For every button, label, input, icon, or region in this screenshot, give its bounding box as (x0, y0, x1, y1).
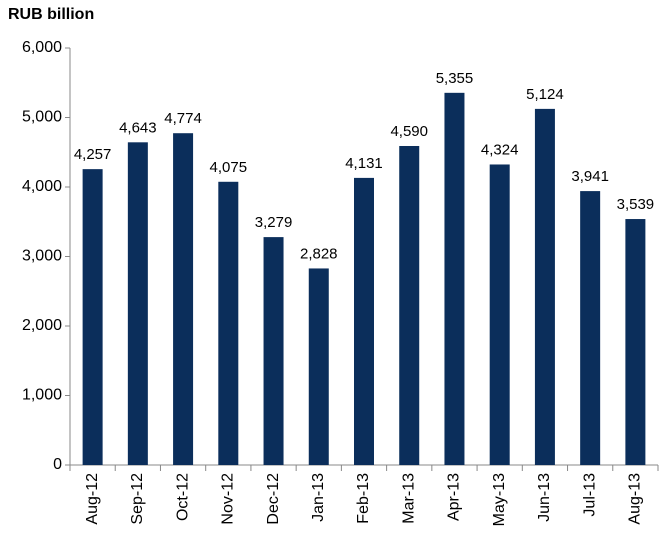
x-tick-label: Aug-13 (627, 473, 644, 525)
x-tick-label: Apr-13 (446, 473, 463, 521)
bar (173, 133, 194, 465)
bar (127, 142, 148, 465)
bar (308, 268, 329, 465)
x-tick-label: Nov-12 (220, 473, 237, 525)
x-tick-label: Sep-12 (129, 473, 146, 525)
y-tick-label: 6,000 (22, 39, 62, 56)
x-tick-label: Dec-12 (265, 473, 282, 525)
value-label: 4,774 (164, 110, 202, 127)
value-label: 5,355 (436, 70, 474, 87)
x-tick-label: Jun-13 (536, 473, 553, 522)
x-tick-label: Oct-12 (174, 473, 191, 521)
value-label: 4,075 (210, 159, 248, 176)
value-label: 5,124 (526, 86, 564, 103)
y-tick-label: 5,000 (22, 109, 62, 126)
value-label: 3,941 (571, 168, 609, 185)
bar (625, 219, 646, 465)
bar (263, 237, 284, 465)
y-tick-label: 0 (53, 456, 62, 473)
bar (82, 169, 103, 466)
chart-title: RUB billion (8, 6, 94, 23)
x-tick-label: Aug-12 (84, 473, 101, 525)
y-tick-label: 2,000 (22, 317, 62, 334)
bar (534, 108, 555, 465)
value-label: 4,324 (481, 141, 519, 158)
x-tick-label: Jan-13 (310, 473, 327, 522)
value-label: 4,643 (119, 119, 157, 136)
value-label: 4,131 (345, 155, 383, 172)
y-tick-label: 4,000 (22, 178, 62, 195)
x-tick-label: May-13 (491, 473, 508, 526)
value-label: 4,590 (390, 123, 428, 140)
x-tick-label: Jul-13 (581, 473, 598, 517)
bar (580, 191, 601, 465)
value-label: 2,828 (300, 245, 338, 262)
value-label: 4,257 (74, 146, 112, 163)
y-tick-label: 3,000 (22, 248, 62, 265)
bar (218, 181, 239, 465)
bar (444, 92, 465, 465)
y-tick-label: 1,000 (22, 387, 62, 404)
x-tick-label: Mar-13 (400, 473, 417, 524)
bar (354, 177, 374, 465)
value-label: 3,279 (255, 214, 293, 231)
bar (399, 145, 420, 465)
x-tick-label: Feb-13 (355, 473, 372, 524)
value-label: 3,539 (617, 196, 655, 213)
bar (489, 164, 510, 465)
